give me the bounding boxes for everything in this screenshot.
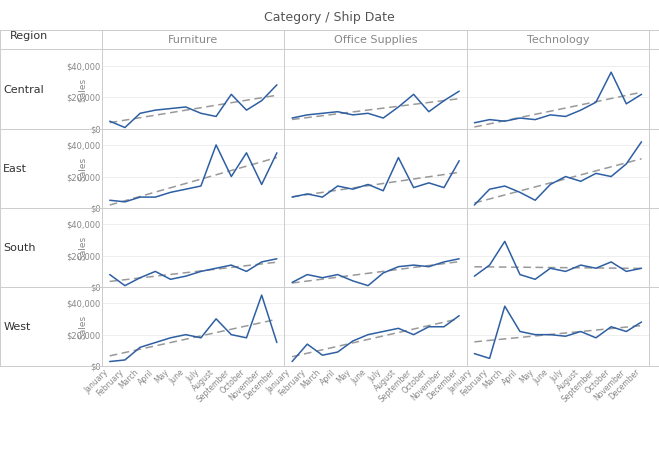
Text: Sales: Sales (78, 77, 87, 101)
Text: Central: Central (3, 85, 44, 95)
Text: South: South (3, 243, 36, 253)
Text: Office Supplies: Office Supplies (334, 35, 417, 45)
Text: West: West (3, 322, 31, 332)
Text: Sales: Sales (78, 236, 87, 260)
Text: Region: Region (10, 31, 48, 41)
Text: Furniture: Furniture (168, 35, 218, 45)
Text: East: East (3, 164, 27, 174)
Text: Technology: Technology (527, 35, 589, 45)
Text: Category / Ship Date: Category / Ship Date (264, 11, 395, 25)
Text: Sales: Sales (78, 157, 87, 181)
Text: Sales: Sales (78, 315, 87, 339)
